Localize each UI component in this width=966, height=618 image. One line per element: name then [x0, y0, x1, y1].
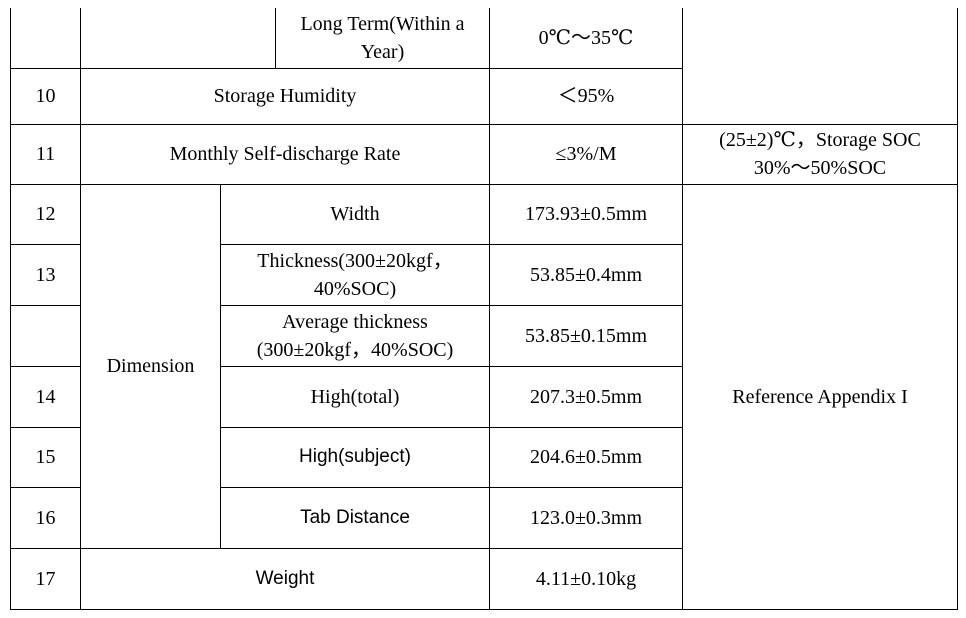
tab-distance-value: 123.0±0.3mm: [489, 486, 683, 549]
high-subject-label: High(subject): [220, 426, 490, 488]
width-label: Width: [220, 183, 490, 245]
long-term-value: 0℃～35℃: [489, 8, 683, 69]
self-discharge-remark-line1: (25±2)℃，Storage SOC: [719, 129, 921, 151]
weight-value: 4.11±0.10kg: [489, 547, 683, 610]
table-row-long-term: Long Term(Within a Year) 0℃～35℃: [10, 8, 958, 125]
storage-humidity-value: ＜95%: [489, 67, 683, 125]
self-discharge-remark: (25±2)℃，Storage SOC 30%～50%SOC: [682, 123, 958, 185]
high-subject-value: 204.6±0.5mm: [489, 426, 683, 488]
row-number: 14: [10, 365, 81, 428]
self-discharge-remark-line2: 30%～50%SOC: [753, 157, 887, 179]
row-number: 13: [10, 243, 81, 306]
long-term-label-line2: Year): [360, 40, 405, 63]
long-term-label-line1: Long Term(Within a: [300, 12, 465, 35]
remark-cell-empty: [682, 8, 958, 125]
storage-humidity-label: Storage Humidity: [80, 67, 490, 125]
self-discharge-label: Monthly Self-discharge Rate: [80, 123, 490, 185]
num-cell-empty: [10, 8, 81, 69]
thickness-value: 53.85±0.4mm: [489, 243, 683, 306]
table-row-17: 17 Weight 4.11±0.10kg: [10, 547, 958, 610]
row-number-empty: [10, 304, 81, 367]
row-number: 11: [10, 123, 81, 185]
row-number: 10: [10, 67, 81, 125]
table-row-14: 14 High(total) 207.3±0.5mm: [10, 365, 958, 428]
thickness-label-line1: Thickness(300±20kgf，: [257, 249, 453, 272]
row-number: 16: [10, 486, 81, 549]
dimension-group-label: Dimension: [80, 183, 221, 549]
long-term-label: Long Term(Within a Year): [275, 8, 490, 69]
high-total-value: 207.3±0.5mm: [489, 365, 683, 428]
row-number: 15: [10, 426, 81, 488]
average-thickness-value: 53.85±0.15mm: [489, 304, 683, 367]
table-row-10: 10 Storage Humidity ＜95%: [10, 67, 958, 125]
spec-table: Long Term(Within a Year) 0℃～35℃ 10 Stora…: [10, 8, 958, 610]
self-discharge-value: ≤3%/M: [489, 123, 683, 185]
row-number: 17: [10, 547, 81, 610]
table-row-13: 13 Thickness(300±20kgf， 40%SOC) 53.85±0.…: [10, 243, 958, 306]
table-row-16: 16 Tab Distance 123.0±0.3mm: [10, 486, 958, 549]
thickness-label-line2: 40%SOC): [313, 277, 397, 300]
average-thickness-label-line2: (300±20kgf，40%SOC): [256, 338, 454, 361]
thickness-label: Thickness(300±20kgf， 40%SOC): [220, 243, 490, 306]
tab-distance-label: Tab Distance: [220, 486, 490, 549]
weight-label: Weight: [80, 547, 490, 610]
high-total-label: High(total): [220, 365, 490, 428]
table-row-11: 11 Monthly Self-discharge Rate ≤3%/M (25…: [10, 123, 958, 185]
dimension-remark: Reference Appendix I: [682, 183, 958, 610]
table-row-12: 12 Dimension Width 173.93±0.5mm Referenc…: [10, 183, 958, 610]
row-number: 12: [10, 183, 81, 245]
width-value: 173.93±0.5mm: [489, 183, 683, 245]
group-cell-empty: [80, 8, 276, 69]
average-thickness-label: Average thickness (300±20kgf，40%SOC): [220, 304, 490, 367]
average-thickness-label-line1: Average thickness: [282, 310, 428, 333]
